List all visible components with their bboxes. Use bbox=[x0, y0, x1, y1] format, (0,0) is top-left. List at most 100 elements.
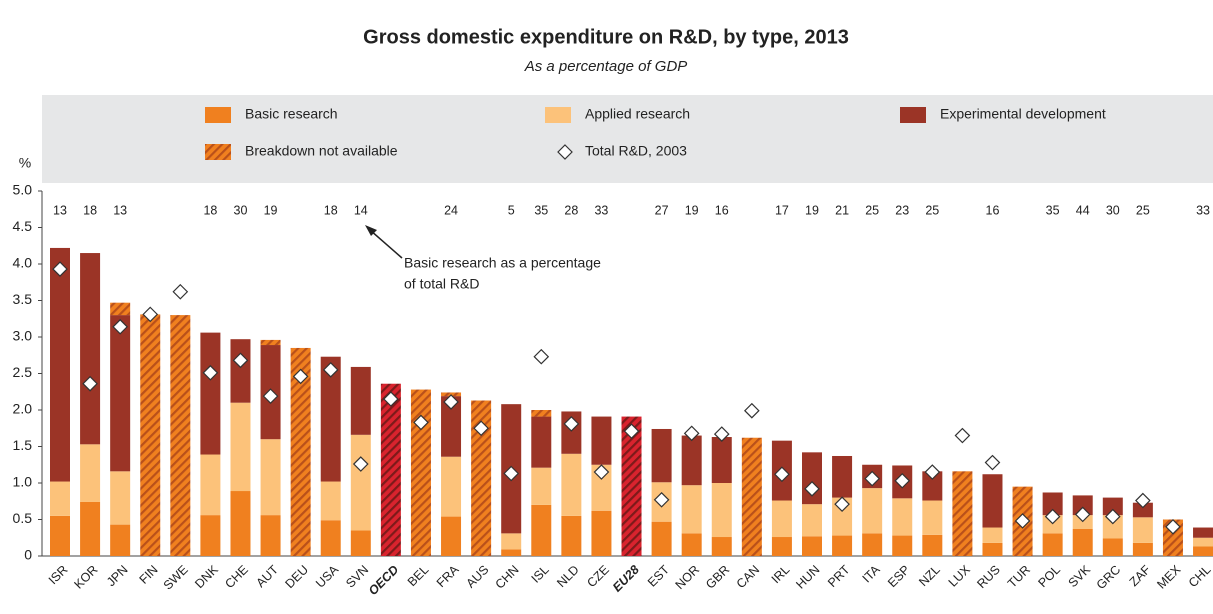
annotation: of total R&D bbox=[404, 276, 479, 292]
x-tick-label: FRA bbox=[434, 562, 462, 590]
diamond-marker bbox=[262, 388, 279, 404]
bar-segment bbox=[1102, 515, 1123, 539]
bar-segment bbox=[290, 347, 311, 556]
bar-segment bbox=[380, 383, 401, 556]
y-tick-label: 3.5 bbox=[13, 291, 33, 307]
top-label: 17 bbox=[775, 203, 789, 217]
diamond-marker bbox=[743, 402, 760, 419]
diamond-marker bbox=[894, 472, 911, 489]
y-tick-label: 1.5 bbox=[13, 437, 33, 453]
diamond-marker bbox=[593, 464, 610, 480]
bar-segment bbox=[952, 471, 973, 556]
diamond-marker bbox=[774, 466, 790, 483]
annotation-arrow bbox=[369, 229, 403, 259]
x-tick-label: CHN bbox=[493, 563, 522, 592]
x-tick-label: ISR bbox=[46, 563, 71, 588]
x-tick-label: EU28 bbox=[610, 563, 642, 595]
x-tick-label: CAN bbox=[734, 563, 763, 592]
x-tick-label: FIN bbox=[137, 563, 161, 587]
x-tick-label: POL bbox=[1036, 563, 1064, 591]
y-tick-label: 0.5 bbox=[13, 510, 33, 526]
diamond-marker bbox=[533, 348, 550, 365]
bar-segment bbox=[80, 501, 101, 556]
bar-segment bbox=[681, 435, 702, 486]
diamond-marker bbox=[623, 423, 640, 440]
bar-segment bbox=[50, 515, 70, 556]
bar-segment bbox=[832, 497, 853, 536]
top-label: 35 bbox=[1046, 203, 1060, 217]
diamond-marker bbox=[232, 352, 249, 369]
top-label: 25 bbox=[925, 203, 939, 217]
bar-segment bbox=[320, 356, 341, 482]
bar-segment bbox=[1193, 527, 1213, 538]
bar-segment bbox=[922, 471, 943, 501]
bar-segment bbox=[110, 302, 131, 316]
diamond-marker bbox=[142, 306, 159, 323]
bar-segment bbox=[1193, 537, 1213, 547]
x-tick-label: RUS bbox=[974, 563, 1003, 592]
x-tick-label: AUS bbox=[463, 563, 491, 591]
legend-swatch bbox=[545, 107, 571, 123]
bar-segment bbox=[591, 510, 612, 556]
legend-label: Experimental development bbox=[940, 106, 1106, 122]
bar-segment bbox=[200, 454, 221, 516]
diamond-marker bbox=[1014, 513, 1031, 529]
diamond-marker bbox=[834, 496, 850, 513]
bar-segment bbox=[771, 537, 792, 556]
bar-segment bbox=[982, 527, 1003, 543]
x-tick-label: AUT bbox=[253, 562, 281, 590]
bar-segment bbox=[260, 439, 281, 516]
diamond-marker bbox=[503, 465, 520, 482]
bar-segment bbox=[711, 483, 732, 538]
diamond-marker bbox=[413, 414, 429, 431]
diamond-marker bbox=[954, 427, 971, 444]
bar-segment bbox=[140, 314, 161, 556]
diamond-marker bbox=[383, 391, 399, 407]
top-label: 44 bbox=[1076, 203, 1090, 217]
bar-segment bbox=[892, 535, 913, 556]
bar-segment bbox=[1042, 533, 1063, 556]
bar-segment bbox=[651, 521, 672, 556]
diamond-marker bbox=[443, 394, 459, 410]
bar-segment bbox=[862, 533, 883, 556]
diamond-marker bbox=[683, 425, 700, 442]
diamond-marker bbox=[1135, 492, 1151, 509]
y-tick-label: 5.0 bbox=[13, 182, 33, 198]
bar-segment bbox=[441, 456, 462, 517]
bar-segment bbox=[531, 416, 552, 468]
y-tick-label: 3.0 bbox=[13, 328, 33, 344]
bar-segment bbox=[200, 515, 221, 556]
bar-segment bbox=[1132, 542, 1153, 556]
bar-segment bbox=[1193, 546, 1213, 556]
top-label: 23 bbox=[895, 203, 909, 217]
diamond-marker bbox=[653, 491, 670, 508]
top-label: 25 bbox=[1136, 203, 1150, 217]
bar-segment bbox=[591, 464, 612, 511]
top-label: 28 bbox=[564, 203, 578, 217]
diamond-marker bbox=[1044, 508, 1061, 525]
bar-segment bbox=[892, 498, 913, 536]
bar-segment bbox=[802, 504, 822, 537]
bar-segment bbox=[1132, 502, 1153, 518]
top-label: 21 bbox=[835, 203, 849, 217]
bar-segment bbox=[681, 485, 702, 534]
x-tick-label: BEL bbox=[405, 563, 432, 590]
bar-segment bbox=[80, 253, 101, 445]
x-tick-label: CZE bbox=[584, 563, 612, 591]
x-tick-label: TUR bbox=[1005, 563, 1033, 591]
y-tick-label: 4.0 bbox=[13, 255, 33, 271]
bar-segment bbox=[230, 491, 251, 556]
bar-segment bbox=[1072, 528, 1093, 556]
bar-segment bbox=[681, 533, 702, 556]
bar-segment bbox=[621, 416, 642, 556]
top-label: 13 bbox=[53, 203, 67, 217]
x-tick-label: EST bbox=[645, 562, 672, 589]
top-label: 30 bbox=[1106, 203, 1120, 217]
legend-label: Basic research bbox=[245, 106, 338, 122]
x-tick-label: OECD bbox=[366, 563, 401, 598]
top-label: 24 bbox=[444, 203, 458, 217]
x-tick-label: SVK bbox=[1066, 562, 1094, 590]
x-tick-label: GBR bbox=[703, 563, 732, 592]
y-tick-label: 4.5 bbox=[13, 218, 33, 234]
